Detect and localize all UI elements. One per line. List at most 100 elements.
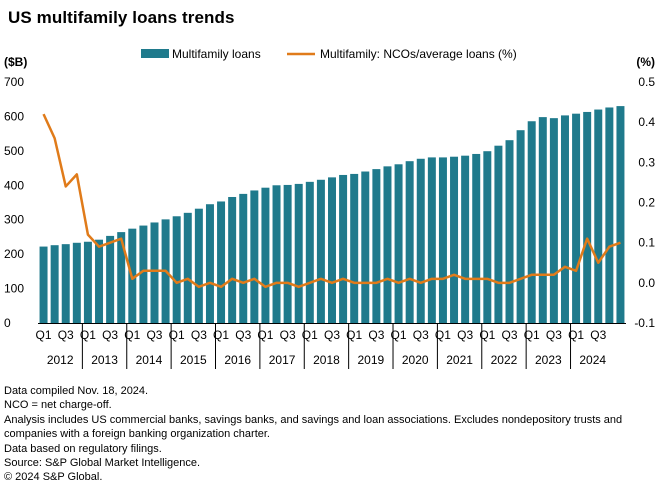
bar: [350, 173, 359, 323]
x-year-label: 2019: [357, 353, 384, 367]
bar: [605, 107, 614, 323]
x-quarter-label: Q1: [213, 328, 229, 342]
x-year-label: 2013: [91, 353, 118, 367]
x-quarter-label: Q1: [568, 328, 584, 342]
note-analysis: Analysis includes US commercial banks, s…: [4, 413, 623, 441]
bar-series: [39, 106, 625, 324]
legend: Multifamily loans Multifamily: NCOs/aver…: [141, 47, 517, 61]
x-quarter-label: Q1: [36, 328, 52, 342]
x-quarter-label: Q3: [457, 328, 473, 342]
x-quarter-label: Q3: [324, 328, 340, 342]
legend-swatch-loans: [141, 49, 169, 58]
x-quarter-label: Q1: [524, 328, 540, 342]
note-copyright: © 2024 S&P Global.: [4, 471, 103, 484]
y-left-axis: 0 100 200 300 400 500 600 700: [4, 75, 24, 330]
y-left-unit: ($B): [4, 55, 27, 69]
x-year-label: 2022: [491, 353, 518, 367]
x-quarter-label: Q3: [546, 328, 562, 342]
y-left-tick-label: 300: [4, 213, 24, 227]
note-data-basis: Data based on regulatory filings.: [4, 442, 162, 455]
note-nco: NCO = net charge-off.: [4, 399, 112, 412]
y-right-tick-label: 0.0: [638, 276, 655, 290]
bar: [194, 208, 203, 323]
x-year-label: 2012: [47, 353, 74, 367]
bar: [294, 183, 303, 323]
bar: [39, 246, 48, 323]
x-quarter-label: Q1: [257, 328, 273, 342]
x-year-label: 2021: [446, 353, 473, 367]
bar: [538, 117, 547, 323]
x-quarter-label: Q3: [280, 328, 296, 342]
bar: [583, 111, 592, 324]
bar: [483, 151, 492, 323]
x-year-label: 2016: [224, 353, 251, 367]
y-left-tick-label: 100: [4, 282, 24, 296]
x-quarter-label: Q3: [502, 328, 518, 342]
bar: [516, 130, 525, 323]
x-quarter-label: Q1: [169, 328, 185, 342]
x-axis: Q1 Q3 Q1 Q3 Q1 Q3 Q1 Q3 Q1 Q3 Q1 Q3 Q1 Q3 Q1 Q3 Q1 Q3 Q1 Q3…: [36, 323, 626, 369]
x-quarter-label: Q1: [346, 328, 362, 342]
bar: [438, 157, 447, 323]
y-right-tick-label: 0.5: [638, 75, 655, 89]
line-series: [42, 113, 621, 289]
y-left-tick-label: 400: [4, 178, 24, 192]
bar: [95, 239, 104, 323]
bar: [505, 140, 514, 323]
chart-title: US multifamily loans trends: [8, 8, 235, 27]
bar: [250, 190, 259, 323]
bar: [527, 121, 536, 324]
y-right-tick-label: -0.1: [634, 316, 655, 330]
bar: [616, 106, 625, 323]
note-compiled: Data compiled Nov. 18, 2024.: [4, 385, 149, 397]
bar: [372, 169, 381, 323]
chart-area: Multifamily loans Multifamily: NCOs/aver…: [4, 47, 655, 369]
x-year-label: 2017: [269, 353, 296, 367]
y-left-tick-label: 700: [4, 75, 24, 89]
bar: [183, 212, 192, 323]
bar: [416, 158, 425, 323]
bar: [594, 109, 603, 324]
bar: [217, 201, 226, 323]
x-quarter-label: Q3: [146, 328, 162, 342]
x-quarter-label: Q3: [235, 328, 251, 342]
bar: [383, 166, 392, 323]
bar: [72, 242, 81, 323]
x-year-label: 2014: [136, 353, 163, 367]
x-quarter-label: Q3: [413, 328, 429, 342]
x-year-label: 2015: [180, 353, 207, 367]
x-quarter-label: Q3: [368, 328, 384, 342]
x-quarter-label: Q3: [590, 328, 606, 342]
y-right-unit: (%): [636, 55, 655, 69]
y-right-tick-label: 0.3: [638, 155, 655, 169]
x-year-label: 2023: [535, 353, 562, 367]
nco-line: [42, 113, 621, 289]
bar: [83, 241, 92, 323]
x-quarter-label: Q1: [479, 328, 495, 342]
bar: [150, 222, 159, 323]
x-quarter-label: Q3: [58, 328, 74, 342]
bar: [472, 153, 481, 323]
bar: [61, 244, 70, 323]
bar: [494, 145, 503, 323]
y-right-axis: -0.1 0.0 0.1 0.2 0.3 0.4 0.5: [634, 75, 655, 330]
bar: [427, 157, 436, 323]
x-year-label: 2018: [313, 353, 340, 367]
footnotes: Data compiled Nov. 18, 2024. NCO = net c…: [4, 384, 654, 485]
note-source: Source: S&P Global Market Intelligence.: [4, 457, 201, 470]
y-left-tick-label: 600: [4, 109, 24, 123]
bar: [560, 115, 569, 323]
bar: [461, 155, 470, 323]
bar: [549, 118, 558, 324]
x-quarter-label: Q3: [102, 328, 118, 342]
bar: [394, 164, 403, 323]
y-left-tick-label: 0: [4, 316, 11, 330]
bar: [283, 184, 292, 323]
bar: [328, 177, 336, 323]
x-quarter-label: Q1: [302, 328, 318, 342]
bar: [450, 156, 459, 323]
bar: [172, 216, 181, 323]
y-right-tick-label: 0.1: [638, 236, 655, 250]
x-year-label: 2020: [402, 353, 429, 367]
bar: [572, 113, 581, 323]
